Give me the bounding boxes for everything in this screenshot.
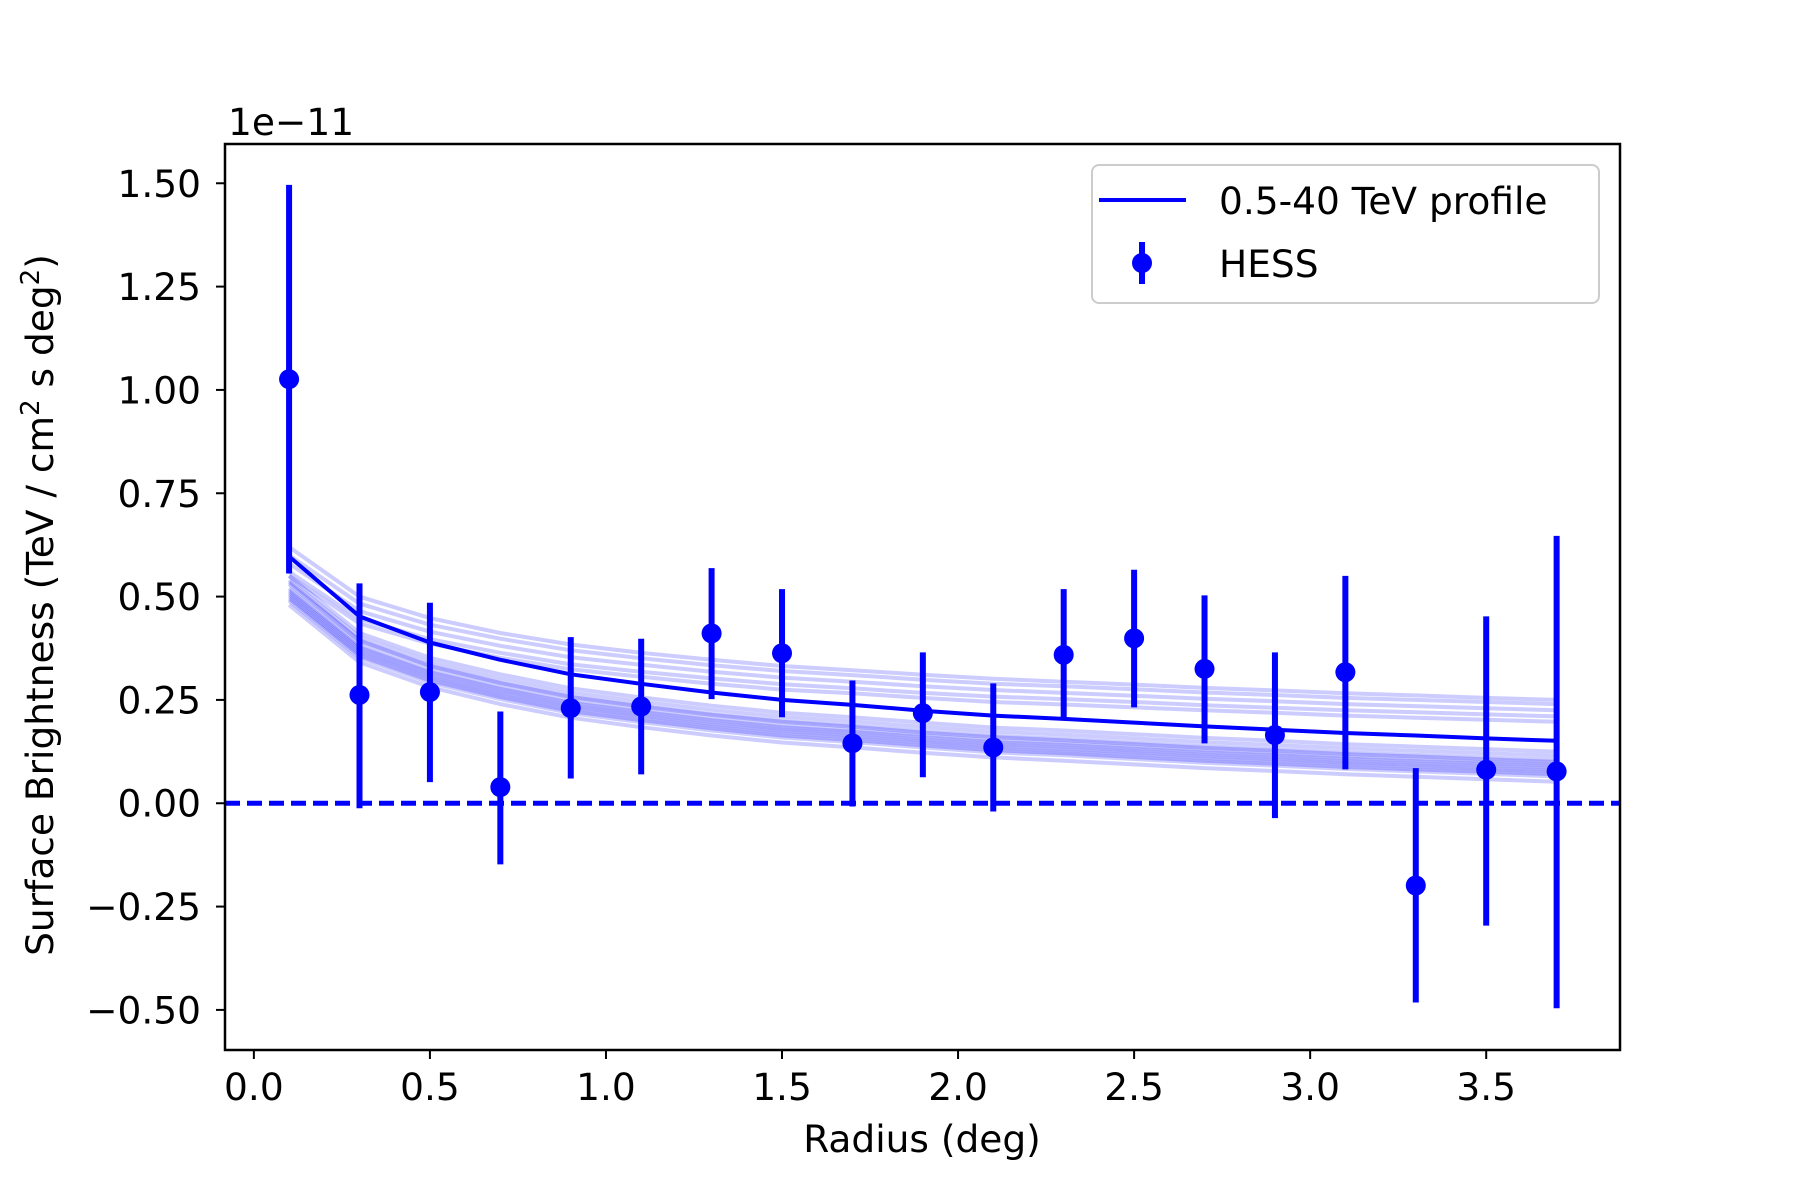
y-axis-label-prefix: Surface Brightness (TeV / cm: [18, 416, 62, 956]
legend-label-profile: 0.5-40 TeV profile: [1219, 179, 1547, 223]
x-axis: 0.0 0.5 1.0 1.5 2.0 2.5 3.0 3.5: [224, 1050, 1516, 1109]
hess-marker: [1335, 662, 1356, 683]
hess-point: [1405, 768, 1426, 1003]
y-tick-label: 1.25: [118, 265, 202, 309]
y-tick-label: −0.50: [86, 988, 201, 1032]
hess-marker: [1194, 658, 1215, 679]
hess-point: [701, 568, 722, 700]
hess-marker: [1264, 725, 1285, 746]
hess-marker: [842, 733, 863, 754]
hess-marker: [1476, 759, 1497, 780]
y-tick-label: 0.50: [118, 575, 202, 619]
y-offset-text: 1e−11: [228, 100, 354, 144]
hess-points-group: [279, 184, 1567, 1009]
hess-point: [842, 680, 863, 807]
hess-marker: [419, 682, 440, 703]
hess-point: [1476, 616, 1497, 926]
hess-point: [279, 184, 300, 574]
hess-point: [1053, 589, 1074, 720]
hess-point: [419, 602, 440, 783]
hess-point: [772, 589, 793, 718]
y-axis: 1.50 1.25 1.00 0.75 0.50 0.25 0.00 −0.25 −0.50: [86, 162, 225, 1032]
legend-box: [1091, 164, 1600, 304]
x-tick-label: 1.0: [576, 1065, 636, 1109]
hess-point: [1264, 652, 1285, 819]
y-tick-label: 0.00: [118, 782, 202, 826]
x-tick-label: 0.5: [400, 1065, 460, 1109]
hess-point: [1546, 535, 1567, 1009]
hess-marker: [490, 777, 511, 798]
x-tick-label: 0.0: [224, 1065, 284, 1109]
hess-point: [349, 583, 370, 809]
x-tick-label: 3.5: [1456, 1065, 1516, 1109]
y-axis-label-suffix: ): [18, 254, 62, 269]
y-tick-label: 0.75: [118, 472, 202, 516]
legend: 0.5-40 TeV profile HESS: [1091, 164, 1600, 304]
hess-marker: [912, 703, 933, 724]
hess-marker: [1405, 875, 1426, 896]
x-tick-label: 3.0: [1280, 1065, 1340, 1109]
hess-point: [983, 683, 1004, 812]
hess-marker: [631, 696, 652, 717]
hess-marker: [983, 737, 1004, 758]
x-tick-label: 2.0: [928, 1065, 988, 1109]
hess-marker: [1124, 628, 1145, 649]
hess-point: [912, 652, 933, 778]
hess-marker: [1546, 761, 1567, 782]
hess-point: [1335, 575, 1356, 770]
y-axis-label: Surface Brightness (TeV / cm2 s deg2): [16, 254, 62, 956]
x-tick-label: 2.5: [1104, 1065, 1164, 1109]
hess-point: [1194, 595, 1215, 744]
y-tick-label: −0.25: [86, 885, 201, 929]
hess-marker: [1053, 644, 1074, 665]
hess-point: [1124, 569, 1145, 708]
hess-marker: [701, 623, 722, 644]
legend-label-hess: HESS: [1219, 242, 1319, 286]
hess-point: [490, 711, 511, 865]
y-tick-label: 1.50: [118, 162, 202, 206]
y-axis-label-sup2: 2: [16, 269, 46, 286]
hess-marker: [349, 684, 370, 705]
x-tick-label: 1.5: [752, 1065, 812, 1109]
hess-marker: [560, 698, 581, 719]
y-axis-label-middle: s deg: [18, 285, 62, 399]
y-tick-label: 0.25: [118, 678, 202, 722]
y-tick-label: 1.00: [118, 368, 202, 412]
y-axis-label-sup1: 2: [16, 399, 46, 416]
legend-hess-marker-icon: [1132, 253, 1152, 273]
hess-marker: [772, 643, 793, 664]
x-axis-label: Radius (deg): [803, 1117, 1041, 1161]
hess-point: [631, 638, 652, 775]
hess-point: [560, 637, 581, 779]
hess-marker: [279, 369, 300, 390]
